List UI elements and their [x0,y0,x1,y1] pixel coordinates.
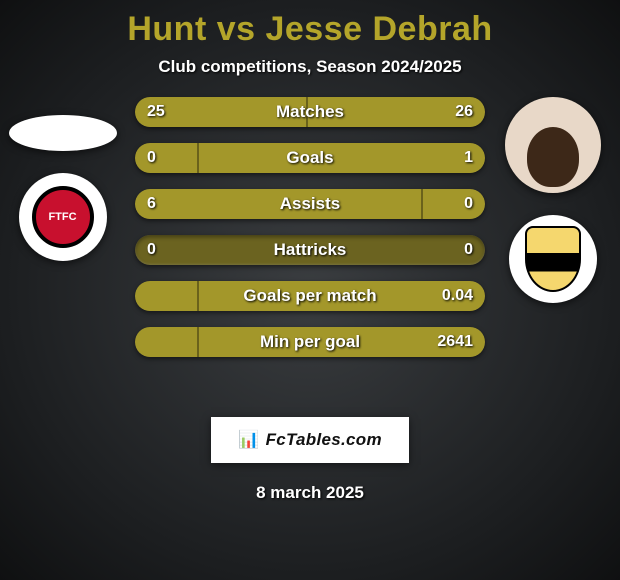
stat-label: Goals [135,143,485,173]
stat-label: Min per goal [135,327,485,357]
stat-bar: Goals per match0.04 [135,281,485,311]
stat-label: Assists [135,189,485,219]
club-badge-right-shield [525,226,581,292]
club-badge-left-text: FTFC [32,186,94,248]
stat-value-right: 0 [464,189,473,219]
stat-bars: 25Matches260Goals16Assists00Hattricks0Go… [135,97,485,373]
stat-value-right: 0 [464,235,473,265]
stat-value-right: 26 [455,97,473,127]
stat-value-right: 0.04 [442,281,473,311]
page-title: Hunt vs Jesse Debrah [0,0,620,49]
club-badge-left: FTFC [19,173,107,261]
stat-label: Hattricks [135,235,485,265]
watermark-text: FcTables.com [266,430,382,450]
left-player-column: FTFC [5,97,120,261]
player-photo-left [9,115,117,151]
subtitle: Club competitions, Season 2024/2025 [0,57,620,77]
watermark: 📊 FcTables.com [211,417,409,463]
stat-bar: 6Assists0 [135,189,485,219]
right-player-column [495,97,610,303]
club-badge-right [509,215,597,303]
stat-label: Matches [135,97,485,127]
stat-value-right: 1 [464,143,473,173]
player-photo-right [505,97,601,193]
stat-bar: 0Goals1 [135,143,485,173]
stat-label: Goals per match [135,281,485,311]
player-head-silhouette [527,127,579,187]
comparison-area: FTFC 25Matches260Goals16Assists00Hattric… [0,97,620,397]
stat-bar: Min per goal2641 [135,327,485,357]
stat-bar: 25Matches26 [135,97,485,127]
chart-icon: 📊 [238,430,259,450]
stat-value-right: 2641 [437,327,473,357]
stat-bar: 0Hattricks0 [135,235,485,265]
date-label: 8 march 2025 [0,483,620,503]
